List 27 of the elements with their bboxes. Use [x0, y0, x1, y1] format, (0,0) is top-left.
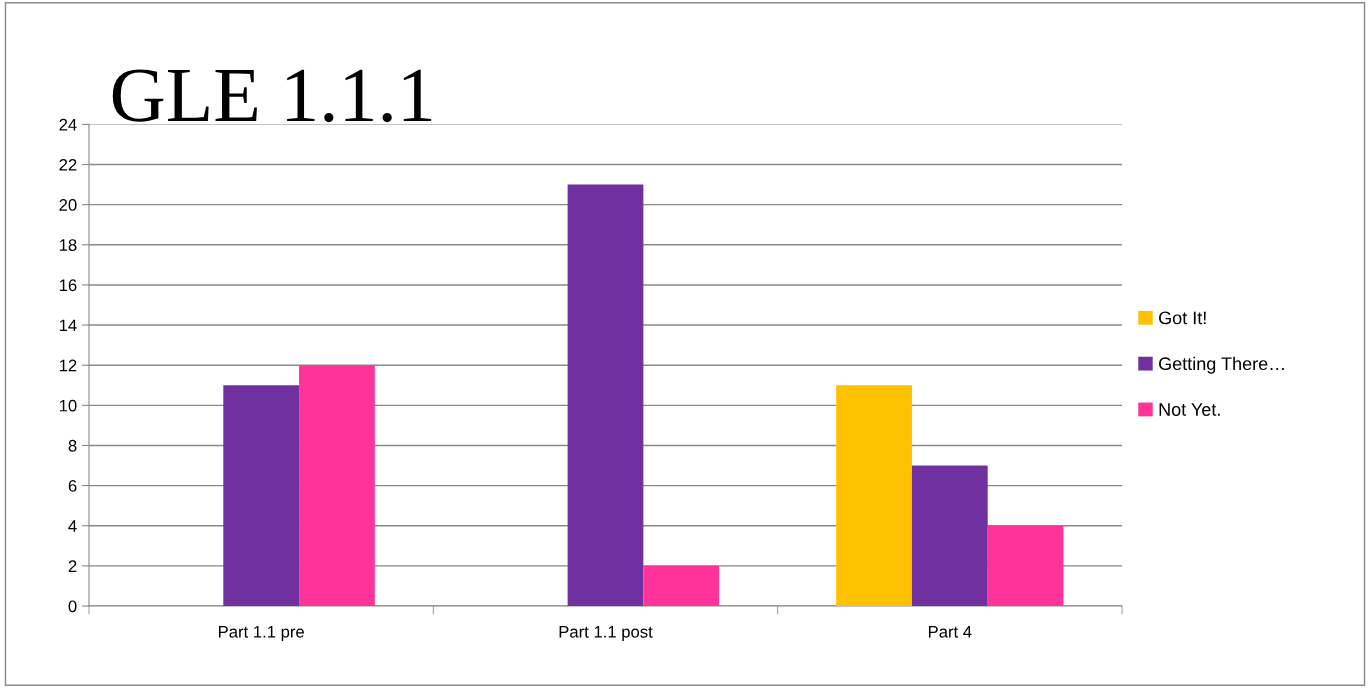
bar — [299, 365, 375, 606]
y-tick-label: 8 — [68, 439, 77, 452]
legend-label: Not Yet. — [1159, 403, 1220, 416]
y-tick-label: 20 — [59, 199, 77, 211]
y-tick-label: 12 — [59, 359, 77, 372]
bar — [643, 565, 720, 606]
x-tick-label: Part 4 — [928, 626, 972, 638]
legend-label: Got It! — [1159, 311, 1206, 325]
y-tick-label: 22 — [59, 158, 77, 171]
y-tick-label: 6 — [68, 480, 77, 492]
bar — [987, 525, 1064, 606]
y-tick-label: 14 — [59, 319, 77, 332]
chart-title: GLE 1.1.1 — [112, 69, 432, 123]
y-tick-label: 4 — [68, 520, 77, 532]
bar — [836, 385, 912, 606]
legend-label: Getting There… — [1159, 356, 1284, 374]
bar — [567, 184, 644, 606]
bar — [223, 385, 300, 606]
y-tick-label: 2 — [68, 560, 77, 572]
x-tick-label: Part 1.1 post — [559, 626, 653, 641]
y-tick-label: 16 — [59, 279, 77, 292]
y-tick-label: 24 — [59, 118, 77, 131]
y-tick-label: 10 — [59, 399, 77, 412]
y-tick-label: 18 — [59, 239, 77, 251]
y-tick-label: 0 — [68, 600, 77, 613]
x-tick-label: Part 1.1 pre — [218, 626, 304, 641]
bar — [911, 465, 988, 606]
